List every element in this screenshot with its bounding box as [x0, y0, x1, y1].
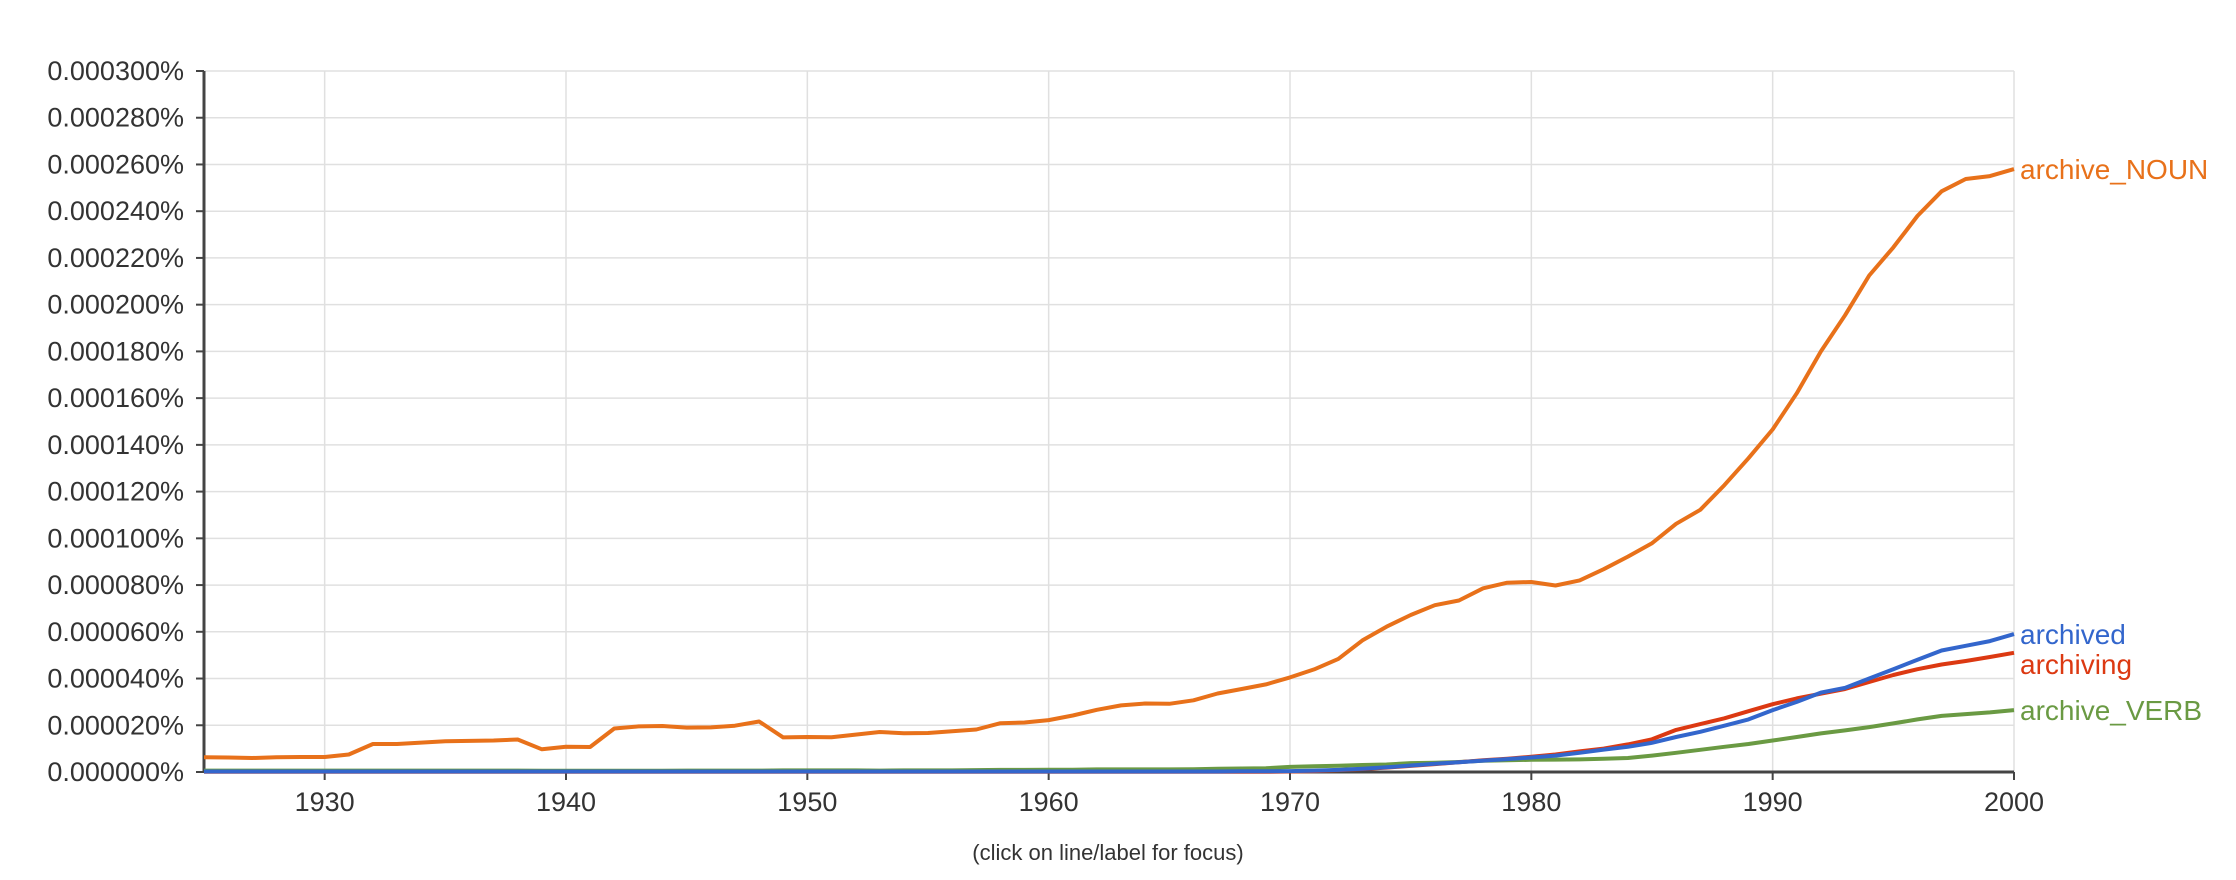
grid-lines	[204, 70, 2015, 772]
series-label-archive-verb[interactable]: archive_VERB	[2020, 695, 2202, 726]
axes	[196, 70, 2015, 780]
y-axis-ticks: 0.000000% 0.000020% 0.000040% 0.000060% 0.00…	[47, 56, 184, 787]
y-tick-label: 0.000220%	[47, 243, 184, 273]
y-tick-label: 0.000260%	[47, 149, 184, 179]
x-tick-label: 1980	[1501, 787, 1561, 817]
y-tick-label: 0.000200%	[47, 290, 184, 320]
x-tick-label: 1970	[1260, 787, 1320, 817]
y-tick-label: 0.000160%	[47, 383, 184, 413]
x-tick-label: 1940	[536, 787, 596, 817]
x-tick-label: 2000	[1984, 787, 2044, 817]
y-tick-label: 0.000280%	[47, 103, 184, 133]
series-lines[interactable]	[203, 167, 2015, 774]
y-tick-label: 0.000000%	[47, 757, 184, 787]
y-tick-label: 0.000180%	[47, 336, 184, 366]
x-tick-label: 1930	[295, 787, 355, 817]
y-tick-label: 0.000020%	[47, 710, 184, 740]
series-label-archive-noun[interactable]: archive_NOUN	[2020, 154, 2208, 185]
y-tick-label: 0.000080%	[47, 570, 184, 600]
y-tick-label: 0.000300%	[47, 56, 184, 86]
y-tick-label: 0.000060%	[47, 617, 184, 647]
series-line-archiving[interactable]	[204, 650, 2015, 774]
y-tick-label: 0.000240%	[47, 196, 184, 226]
y-tick-label: 0.000120%	[47, 477, 184, 507]
y-tick-label: 0.000040%	[47, 664, 184, 694]
series-label-archived[interactable]: archived	[2020, 619, 2126, 650]
series-line-archive-noun[interactable]	[203, 167, 2015, 760]
x-tick-label: 1950	[777, 787, 837, 817]
y-tick-label: 0.000140%	[47, 430, 184, 460]
series-label-archiving[interactable]: archiving	[2020, 649, 2132, 680]
x-tick-label: 1990	[1743, 787, 1803, 817]
x-tick-label: 1960	[1019, 787, 1079, 817]
focus-hint: (click on line/label for focus)	[972, 840, 1244, 865]
y-tick-label: 0.000100%	[47, 523, 184, 553]
x-axis-ticks: 1930 1940 1950 1960 1970 1980 1990 2000	[295, 787, 2044, 817]
series-line-archived[interactable]	[204, 632, 2015, 774]
